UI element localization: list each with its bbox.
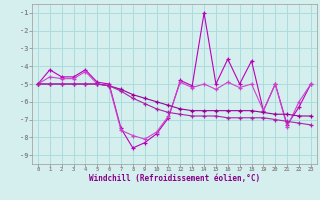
X-axis label: Windchill (Refroidissement éolien,°C): Windchill (Refroidissement éolien,°C) <box>89 174 260 183</box>
